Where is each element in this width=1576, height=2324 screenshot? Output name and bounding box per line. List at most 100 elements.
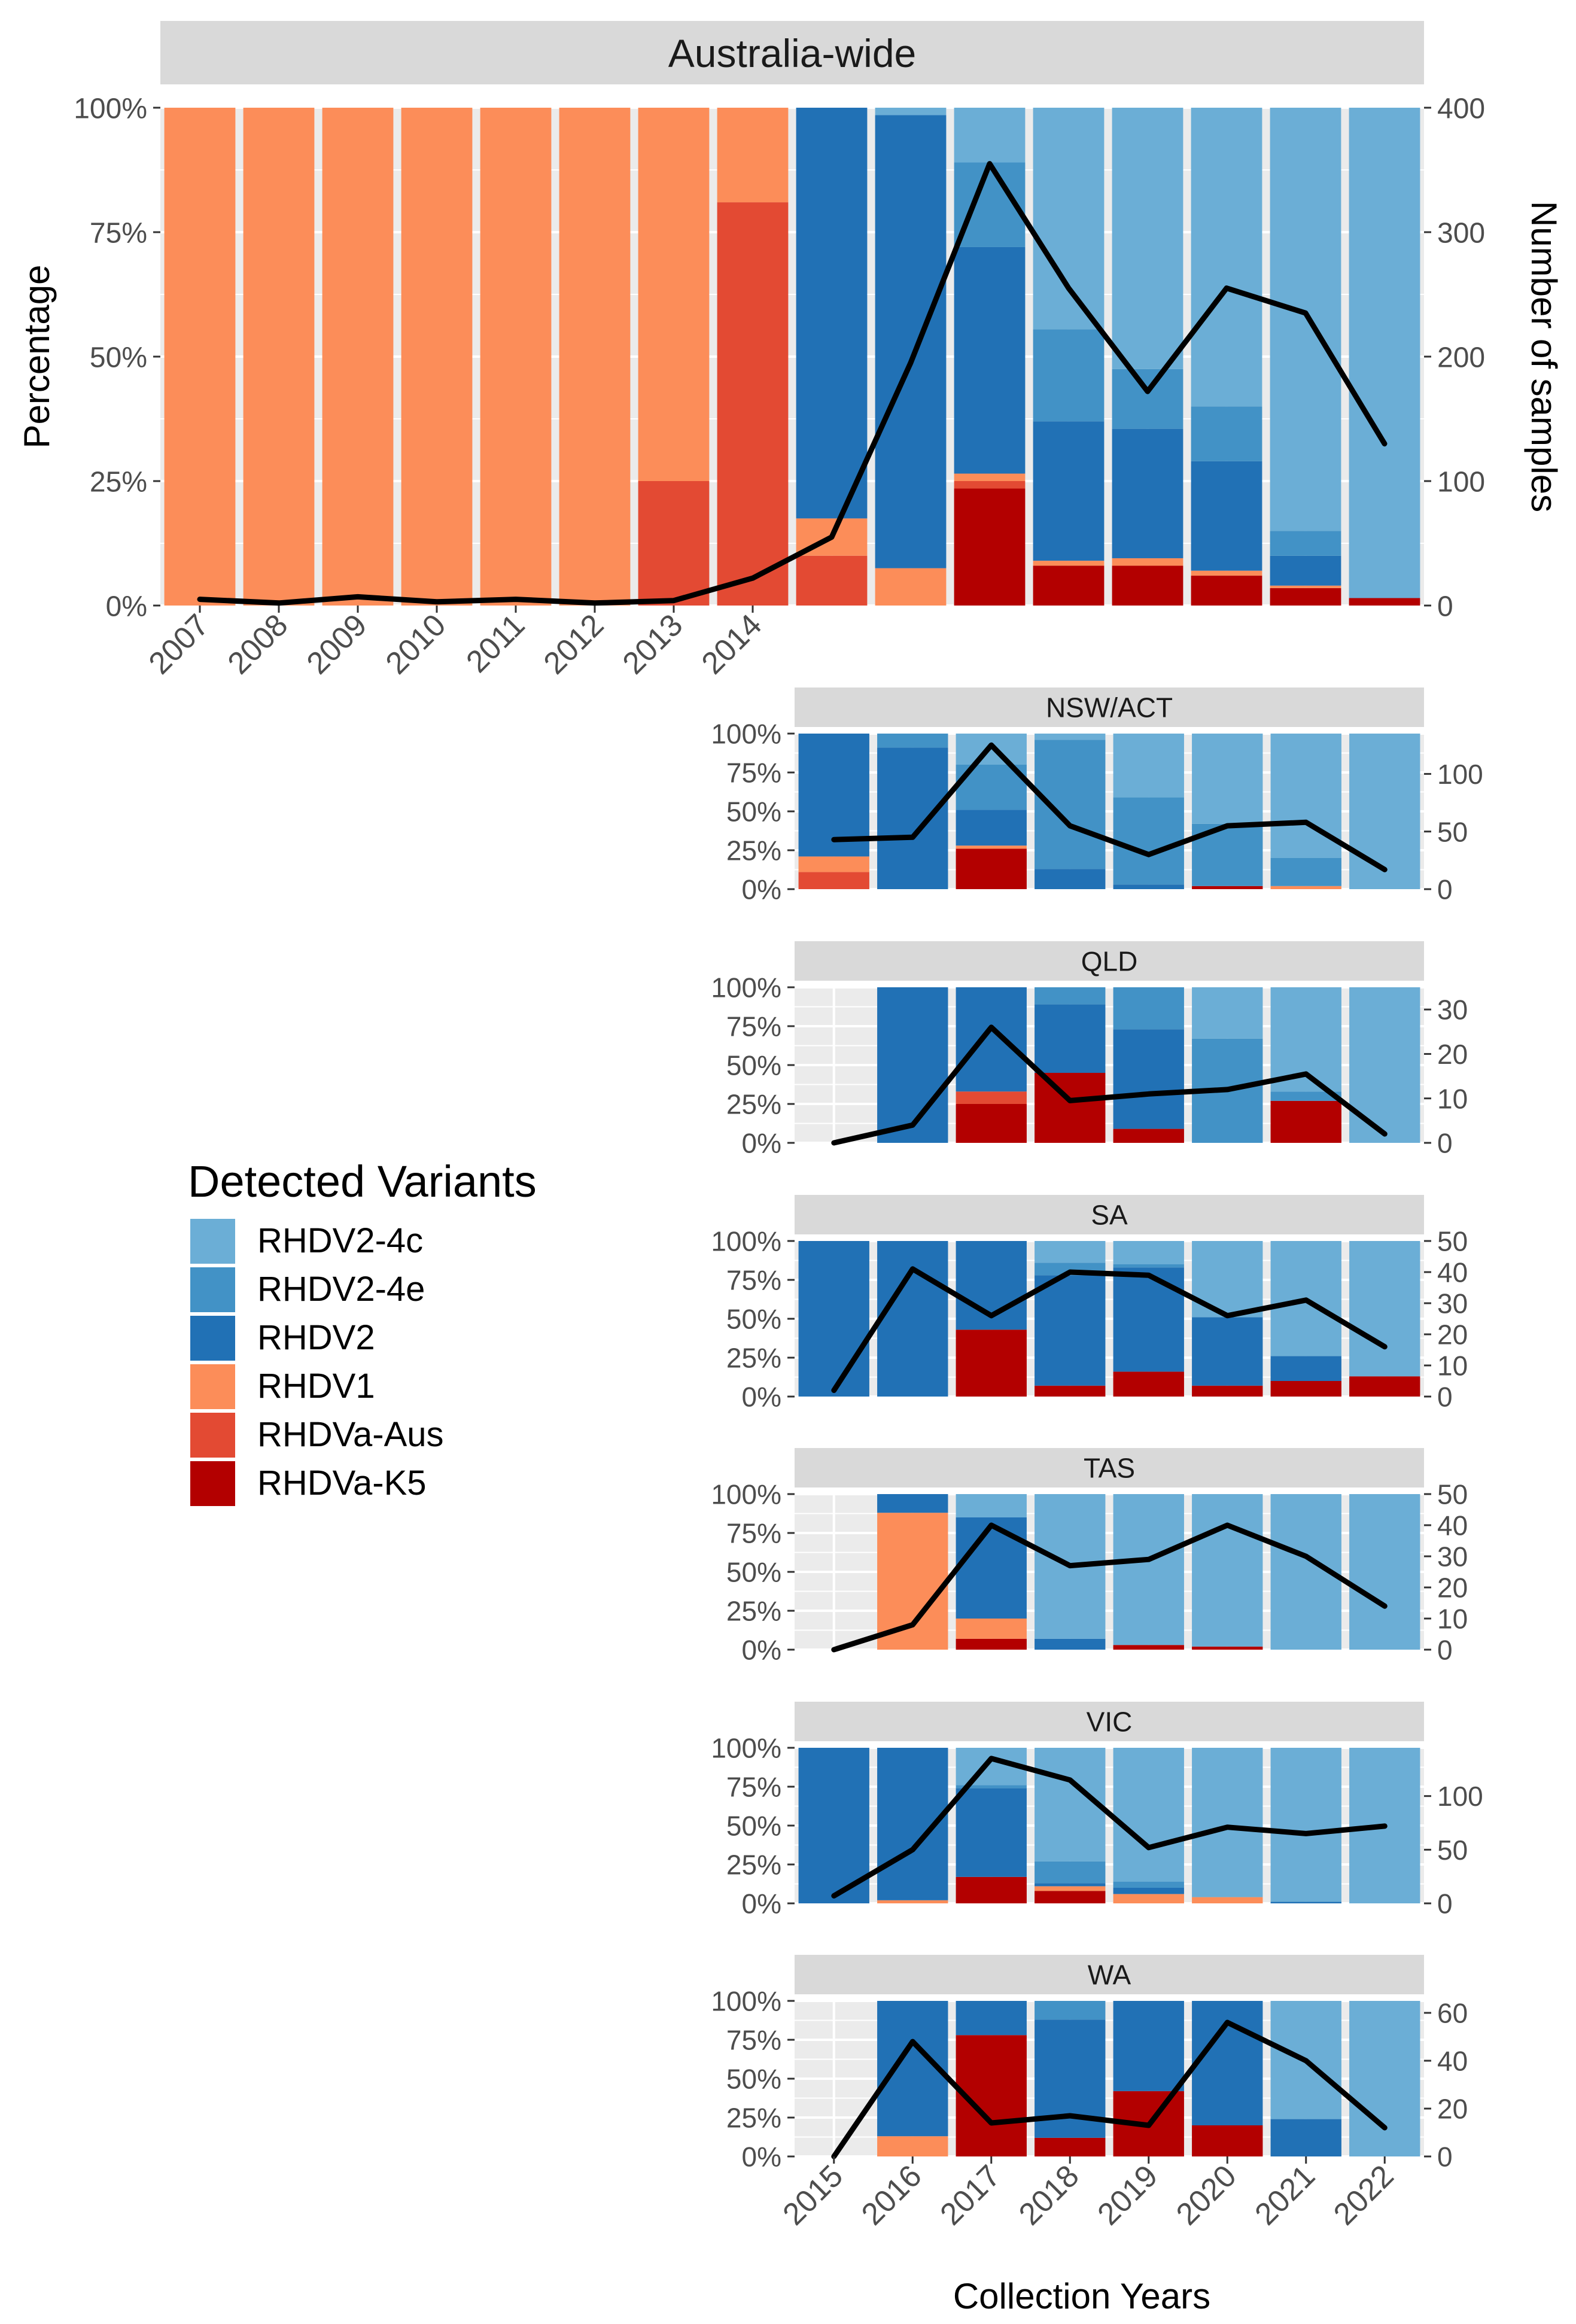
legend-label: RHDV2 [257,1318,375,1357]
panel-title: SA [1091,1200,1128,1231]
bar-segment-2018-rhdv2 [1035,1638,1106,1650]
y2-tick-label: 0 [1437,1128,1453,1159]
panel-strip [795,1195,1424,1234]
bar-segment-2015-rhdva-aus [798,872,869,889]
y-tick-label: 100% [711,1733,781,1764]
bar-segment-2020-rhdv2-4c [1192,1748,1263,1897]
bar-segment-2008-rhdv1 [243,108,315,606]
bar-segment-2022-rhdv2-4c [1349,1241,1420,1377]
bar-segment-2021-rhdv2-4e [1270,858,1341,886]
bar-segment-2018-rhdv2 [1035,1004,1106,1073]
panels: Australia-wide0%25%50%75%100%01002003004… [74,21,1485,2232]
bar-segment-2016-rhdv1 [877,1900,948,1903]
bar-segment-2020-rhdv2-4e [1191,406,1262,461]
bar-segment-2019-rhdv2 [1113,884,1184,889]
bar-segment-2020-rhdva-k5 [1192,1385,1263,1397]
y-axis-left: 0% 25% 50% 75% 100% [711,719,795,905]
bar-segment-2015-rhdv1 [798,856,869,872]
y-tick-label: 50% [726,2064,781,2095]
bar-segment-2022-rhdv2-4c [1349,108,1420,598]
samples-line [831,1024,1388,1146]
bar-segment-2018-rhdv2 [1033,421,1105,561]
bar-segment-2020-rhdv2-4c [1192,734,1263,824]
y-tick-label: 50% [726,1050,781,1081]
legend-swatch [190,1219,235,1264]
y2-tick-label: 30 [1437,1288,1468,1319]
bar-segment-2020-rhdv1 [1191,570,1262,576]
bar-segment-2019-rhdv2-4e [1113,1264,1184,1268]
x-tick-label: 2013 [616,607,690,681]
bar-segment-2016-rhdv2-4e [877,734,948,748]
bar-segment-2016-rhdv2 [877,1241,948,1397]
legend-swatch [190,1364,235,1409]
panel-strip [795,1448,1424,1488]
y-tick-label: 75% [726,758,781,789]
y2-tick-label: 50 [1437,1835,1468,1866]
bar-segment-2019-rhdva-k5 [1113,1645,1184,1650]
x-axis: 2007 2008 2009 2010 2011 2012 2013 2014 [142,606,769,681]
x-tick-label: 2011 [460,607,531,679]
bar-segment-2020-rhdva-k5 [1191,576,1262,606]
x-tick-label: 2014 [695,607,769,681]
y2-tick-label: 20 [1437,1572,1468,1604]
y-axis-left: 0% 25% 50% 75% 100% [711,1226,795,1413]
y-tick-label: 100% [711,972,781,1003]
bar-segment-2017-rhdv2 [956,1517,1027,1619]
bars [798,1748,1420,1903]
bar-segment-2016-rhdv2 [875,115,947,568]
bar-segment-2022-rhdva-k5 [1349,598,1420,606]
bar-segment-2021-rhdv2 [1270,1902,1341,1903]
y2-tick-label: 10 [1437,1083,1468,1114]
x-tick-label: 2008 [221,607,295,681]
bar-segment-2020-rhdv2 [1191,461,1262,571]
bar-segment-2015-rhdv2 [798,734,869,857]
legend-item-rhdv2-4c: RHDV2-4c [190,1219,423,1264]
bar-segment-2020-rhdv2 [1192,2001,1263,2125]
y-tick-label: 75% [726,2025,781,2056]
y-tick-label: 25% [726,1343,781,1374]
x-tick-label: 2018 [1012,2158,1086,2232]
bar-segment-2018-rhdva-k5 [1035,1891,1106,1903]
x-tick-label: 2020 [1170,2158,1243,2232]
panel-title: Australia-wide [668,31,917,75]
bar-segment-2014-rhdv1 [717,108,789,203]
bar-segment-2017-rhdva-aus [954,481,1026,489]
y-axis-title: Percentage [17,265,57,449]
bar-segment-2019-rhdv1 [1112,558,1183,566]
bar-segment-2022-rhdv2-4c [1349,987,1420,1143]
samples-line [831,742,1388,872]
bar-segment-2022-rhdv2-4c [1349,734,1420,889]
legend: Detected Variants RHDV2-4c RHDV2-4e RHDV2 RH… [188,1157,537,1506]
x-axis-title: Collection Years [953,2276,1210,2316]
y2-tick-label: 50 [1437,1226,1468,1257]
x-tick-label: 2019 [1091,2158,1164,2232]
x-tick-label: 2021 [1248,2158,1322,2232]
bar-segment-2017-rhdva-k5 [956,1104,1027,1143]
y-tick-label: 50% [726,796,781,828]
legend-item-rhdva-k5: RHDVa-K5 [190,1461,427,1506]
y-axis-left: 0% 25% 50% 75% 100% [711,1733,795,1920]
panel-strip [795,941,1424,981]
panel-title: QLD [1081,946,1138,977]
y2-tick-label: 100 [1437,466,1485,498]
legend-label: RHDV2-4c [257,1221,423,1260]
bar-segment-2019-rhdva-k5 [1112,565,1183,606]
bar-segment-2014-rhdva-aus [717,202,789,606]
bar-segment-2016-rhdv1 [877,2136,948,2156]
bar-segment-2017-rhdv1 [956,845,1027,849]
bar-segment-2011-rhdv1 [480,108,552,606]
y-tick-label: 0% [742,1128,781,1159]
y-tick-label: 0% [742,2142,781,2173]
bar-segment-2013-rhdva-aus [638,481,710,606]
bar-segment-2020-rhdv2-4c [1191,108,1262,407]
bar-segment-2020-rhdv2-4c [1192,1494,1263,1647]
bar-segment-2021-rhdv2 [1270,1356,1341,1381]
y2-tick-label: 40 [1437,2046,1468,2077]
legend-item-rhdva-aus: RHDVa-Aus [190,1413,444,1458]
bar-segment-2017-rhdv2 [954,247,1026,474]
bar-segment-2019-rhdv2 [1113,1267,1184,1372]
y-tick-label: 100% [711,1226,781,1257]
bar-segment-2019-rhdv2 [1113,2001,1184,2091]
